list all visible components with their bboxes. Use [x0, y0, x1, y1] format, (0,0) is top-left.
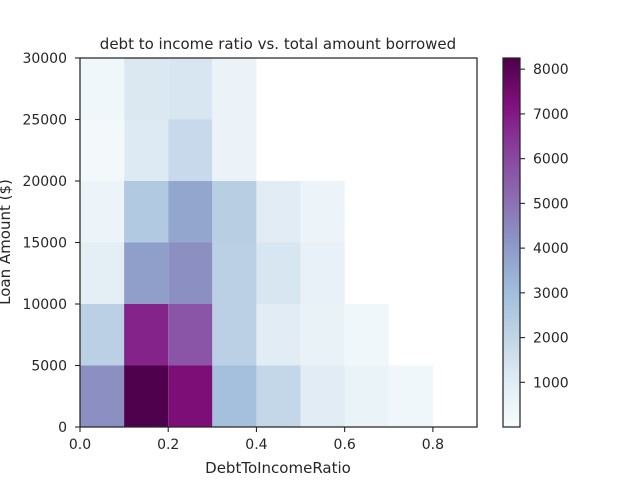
- colorbar: 1000 2000 3000 4000 5000 6000 7000 8000: [502, 57, 569, 428]
- heatmap-cell: [80, 119, 125, 181]
- x-tick-label: 0.8: [422, 437, 444, 453]
- y-tick-label: 30000: [22, 51, 67, 67]
- x-axis-label: DebtToIncomeRatio: [205, 459, 351, 477]
- heatmap-cell: [256, 365, 301, 427]
- heatmap-cell: [168, 304, 213, 366]
- heatmap-cell: [344, 365, 389, 427]
- x-tick-label: 0.6: [334, 437, 356, 453]
- heatmap-cell: [124, 304, 169, 366]
- y-tick-label: 25000: [22, 113, 67, 129]
- x-tick-label: 0.4: [245, 437, 267, 453]
- heatmap-cell: [212, 365, 257, 427]
- heatmap-cell: [300, 365, 345, 427]
- heatmap-cells: [80, 58, 433, 427]
- heatmap-cell: [256, 181, 301, 243]
- heatmap-cell: [388, 365, 433, 427]
- heatmap-cell: [124, 242, 169, 304]
- y-tick-label: 10000: [22, 297, 67, 313]
- heatmap-cell: [212, 58, 257, 120]
- heatmap-cell: [80, 242, 125, 304]
- heatmap-cell: [344, 304, 389, 366]
- heatmap-cell: [168, 242, 213, 304]
- colorbar-tick-label: 3000: [533, 286, 569, 302]
- colorbar-tick-label: 6000: [533, 152, 569, 168]
- heatmap-cell: [300, 242, 345, 304]
- x-tick-label: 0.2: [157, 437, 179, 453]
- heatmap-cell: [80, 58, 125, 120]
- y-tick-label: 20000: [22, 174, 67, 190]
- chart-title: debt to income ratio vs. total amount bo…: [100, 35, 456, 53]
- heatmap-cell: [212, 304, 257, 366]
- colorbar-tick-label: 5000: [533, 196, 569, 212]
- y-tick-label: 5000: [31, 359, 67, 375]
- heatmap-cell: [80, 365, 125, 427]
- heatmap-cell: [80, 181, 125, 243]
- heatmap-cell: [256, 304, 301, 366]
- colorbar-tick-label: 8000: [533, 62, 569, 78]
- colorbar-tick-label: 7000: [533, 107, 569, 123]
- heatmap-cell: [168, 119, 213, 181]
- heatmap-cell: [168, 365, 213, 427]
- heatmap-cell: [124, 119, 169, 181]
- colorbar-tick-label: 2000: [533, 331, 569, 347]
- colorbar-tick-label: 1000: [533, 375, 569, 391]
- y-tick-label: 0: [58, 420, 67, 436]
- heatmap-cell: [256, 242, 301, 304]
- heatmap-cell: [168, 58, 213, 120]
- heatmap-cell: [212, 119, 257, 181]
- heatmap-cell: [300, 304, 345, 366]
- heatmap-cell: [124, 181, 169, 243]
- colorbar-ticks: 1000 2000 3000 4000 5000 6000 7000 8000: [520, 62, 569, 391]
- x-axis-ticks: 0.0 0.2 0.4 0.6 0.8: [69, 427, 444, 453]
- heatmap-cell: [80, 304, 125, 366]
- x-tick-label: 0.0: [69, 437, 91, 453]
- heatmap-cell: [212, 181, 257, 243]
- colorbar-frame: [502, 57, 521, 428]
- y-tick-label: 15000: [22, 236, 67, 252]
- heatmap-cell: [168, 181, 213, 243]
- y-axis-ticks: 0 5000 10000 15000 20000 25000 30000: [22, 51, 80, 436]
- heatmap-cell: [300, 181, 345, 243]
- y-axis-label: Loan Amount ($): [0, 179, 14, 305]
- heatmap-cell: [124, 365, 169, 427]
- heatmap-cell: [212, 242, 257, 304]
- colorbar-gradient: [503, 58, 520, 427]
- heatmap-cell: [124, 58, 169, 120]
- colorbar-tick-label: 4000: [533, 241, 569, 257]
